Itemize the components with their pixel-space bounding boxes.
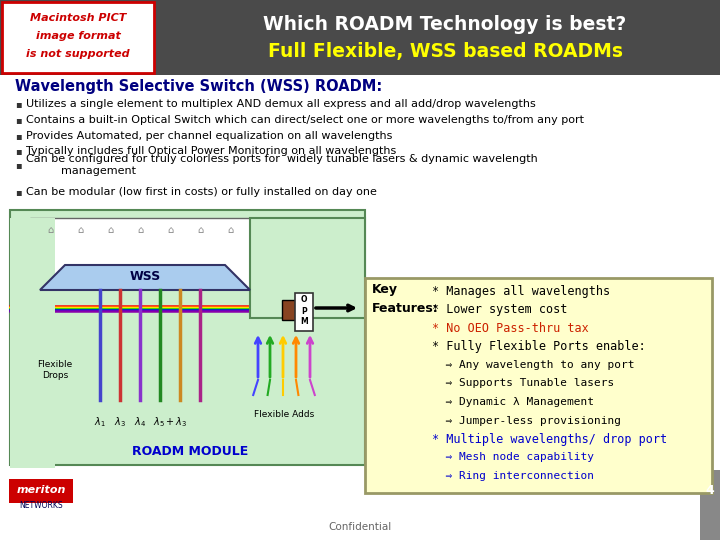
Bar (295, 293, 313, 331)
Text: ⌂: ⌂ (227, 225, 233, 235)
Text: ⇒ Dynamic λ Management: ⇒ Dynamic λ Management (432, 397, 594, 407)
Text: Confidential: Confidential (328, 522, 392, 532)
Bar (282, 300, 302, 320)
Text: is not supported: is not supported (26, 49, 130, 59)
Text: P: P (301, 307, 307, 315)
Text: ⌂: ⌂ (77, 225, 83, 235)
Text: Which ROADM Technology is best?: Which ROADM Technology is best? (264, 16, 626, 35)
Text: O: O (301, 295, 307, 305)
Text: Contains a built-in Optical Switch which can direct/select one or more wavelengt: Contains a built-in Optical Switch which… (26, 115, 584, 125)
Text: ⌂: ⌂ (107, 225, 113, 235)
Text: ⇒ Ring interconnection: ⇒ Ring interconnection (432, 471, 594, 481)
Text: WSS: WSS (130, 271, 161, 284)
Text: $\lambda_5+\lambda_3$: $\lambda_5+\lambda_3$ (153, 415, 187, 429)
FancyBboxPatch shape (9, 479, 73, 503)
Text: * Lower system cost: * Lower system cost (432, 303, 567, 316)
Text: * Fully Flexible Ports enable:: * Fully Flexible Ports enable: (432, 340, 646, 353)
Text: ▪: ▪ (15, 187, 22, 197)
Text: Macintosh PICT: Macintosh PICT (30, 13, 126, 23)
Text: ⌂: ⌂ (197, 225, 203, 235)
Text: $\lambda_3$: $\lambda_3$ (114, 415, 126, 429)
Text: NETWORKS: NETWORKS (19, 502, 63, 510)
Bar (10, 210, 365, 465)
Text: Provides Automated, per channel equalization on all wavelengths: Provides Automated, per channel equaliza… (26, 131, 392, 141)
Text: ⇒ Mesh node capability: ⇒ Mesh node capability (432, 453, 594, 462)
Bar (30, 218, 260, 288)
Text: $\lambda_1$: $\lambda_1$ (94, 415, 106, 429)
Text: * No OEO Pass-thru tax: * No OEO Pass-thru tax (432, 321, 589, 334)
Text: M: M (300, 318, 308, 327)
Text: Typically includes full Optical Power Monitoring on all wavelengths: Typically includes full Optical Power Mo… (26, 146, 396, 156)
Bar (10, 218, 55, 468)
Bar (365, 278, 712, 493)
Text: Can be modular (low first in costs) or fully installed on day one: Can be modular (low first in costs) or f… (26, 187, 377, 197)
Text: Flexible
Drops: Flexible Drops (37, 360, 73, 380)
Text: ⌂: ⌂ (167, 225, 173, 235)
Text: ⇒ Supports Tunable lasers: ⇒ Supports Tunable lasers (432, 379, 614, 388)
Text: meriton: meriton (17, 485, 66, 495)
Text: Flexible Adds: Flexible Adds (254, 410, 314, 419)
Text: ROADM MODULE: ROADM MODULE (132, 445, 248, 458)
Text: ⇒ Any wavelength to any port: ⇒ Any wavelength to any port (432, 360, 634, 370)
Text: Features:: Features: (372, 301, 438, 314)
Text: * Manages all wavelengths: * Manages all wavelengths (432, 285, 610, 298)
Text: Key: Key (372, 284, 398, 296)
Text: Wavelength Selective Switch (WSS) ROADM:: Wavelength Selective Switch (WSS) ROADM: (15, 78, 382, 93)
Text: ▪: ▪ (15, 160, 22, 170)
Text: Can be configured for truly colorless ports for  widely tunable lasers & dynamic: Can be configured for truly colorless po… (26, 154, 538, 176)
Text: ⇒ Jumper-less provisioning: ⇒ Jumper-less provisioning (432, 415, 621, 426)
Polygon shape (40, 265, 250, 290)
Text: image format: image format (35, 31, 120, 41)
Text: ▪: ▪ (15, 115, 22, 125)
Text: ▪: ▪ (15, 99, 22, 109)
Text: $\lambda_4$: $\lambda_4$ (134, 415, 146, 429)
Bar (0, 0, 720, 75)
Bar (250, 218, 365, 318)
Text: * Multiple wavelengths/ drop port: * Multiple wavelengths/ drop port (432, 433, 667, 446)
Text: ▪: ▪ (15, 131, 22, 141)
Text: Full Flexible, WSS based ROADMs: Full Flexible, WSS based ROADMs (268, 43, 623, 62)
Bar (700, 470, 720, 540)
Text: ⌂: ⌂ (137, 225, 143, 235)
Text: ▪: ▪ (15, 146, 22, 156)
Text: 4: 4 (706, 483, 714, 496)
Text: Utilizes a single element to multiplex AND demux all express and all add/drop wa: Utilizes a single element to multiplex A… (26, 99, 536, 109)
Bar (2, 2, 154, 73)
Text: ⌂: ⌂ (47, 225, 53, 235)
